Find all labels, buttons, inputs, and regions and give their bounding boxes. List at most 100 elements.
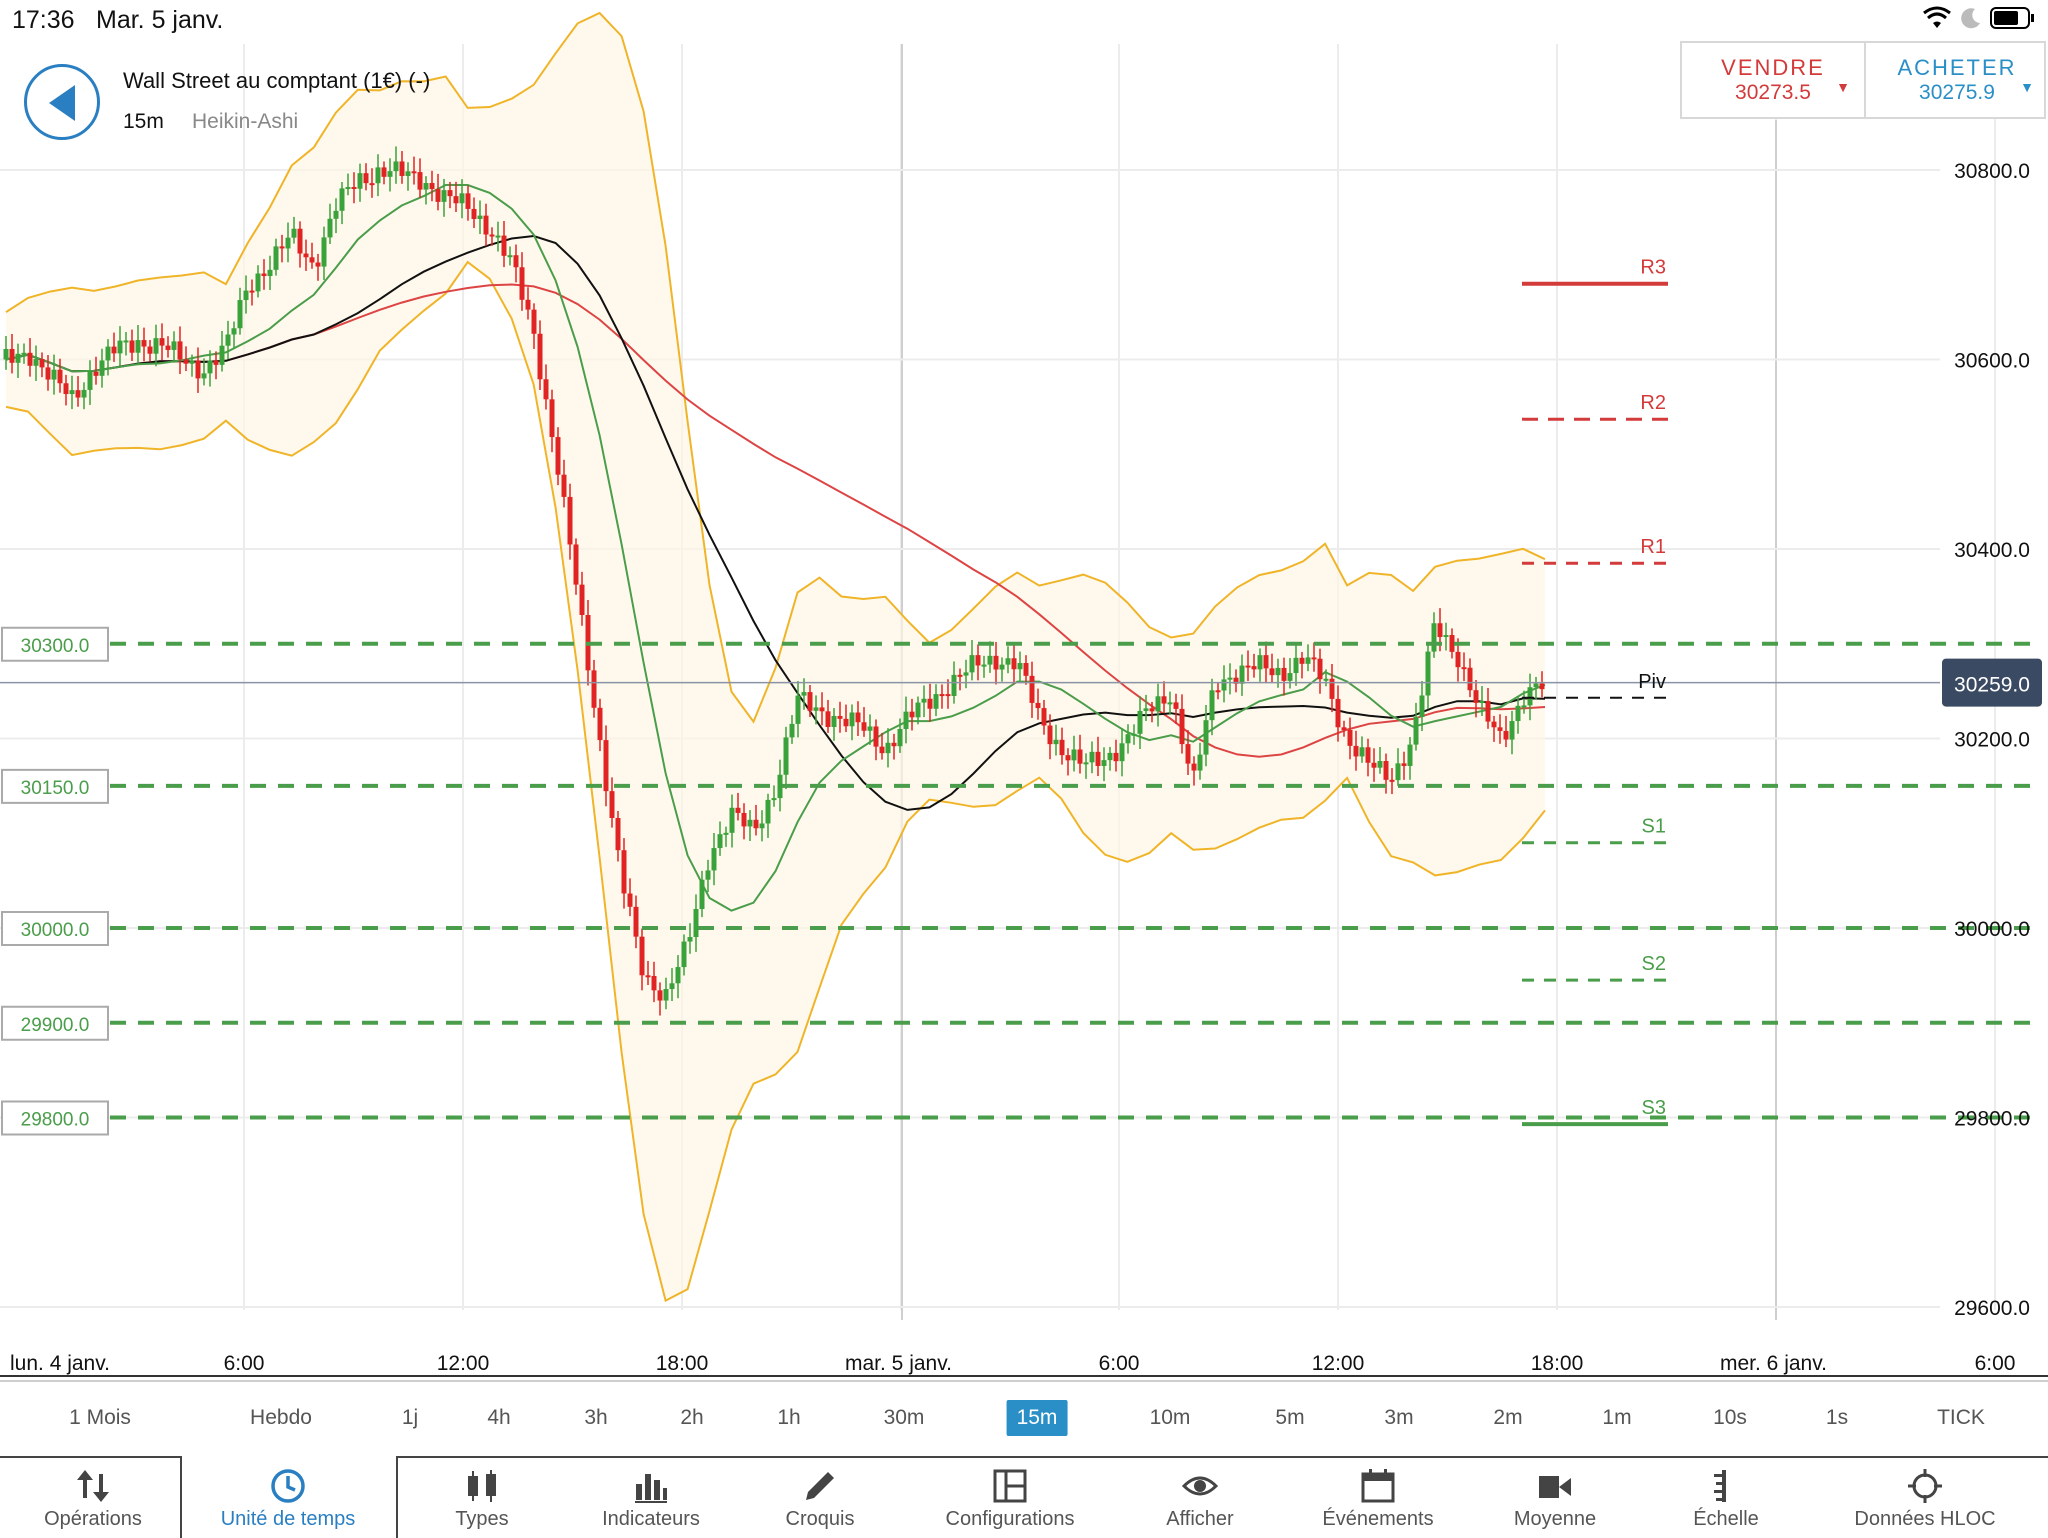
candle-body bbox=[141, 340, 147, 347]
instrument-title: Wall Street au comptant (1€) (-) bbox=[123, 68, 431, 93]
candle-body bbox=[1245, 665, 1251, 668]
candle-body bbox=[1131, 733, 1137, 736]
candle-body bbox=[513, 255, 519, 268]
candle-body bbox=[825, 711, 831, 728]
timeframe-1j[interactable]: 1j bbox=[401, 1406, 419, 1429]
candle-body bbox=[159, 338, 165, 346]
candle-body bbox=[219, 345, 225, 365]
candle-body bbox=[135, 340, 141, 353]
timeframe-2h[interactable]: 2h bbox=[680, 1406, 704, 1429]
level-tag-1 bbox=[1, 768, 109, 804]
candle-body bbox=[561, 474, 567, 497]
timeframe-1-mois[interactable]: 1 Mois bbox=[69, 1406, 131, 1429]
candle-body bbox=[471, 208, 477, 219]
timeframe-10m[interactable]: 10m bbox=[1149, 1406, 1191, 1429]
pivot-label-s1: S1 bbox=[1642, 816, 1666, 838]
candle-body bbox=[1377, 761, 1383, 768]
sell-dropdown-icon[interactable]: ▼ bbox=[1836, 79, 1850, 95]
candle-body bbox=[27, 352, 33, 366]
candle-body bbox=[1119, 743, 1125, 762]
bollinger-lower bbox=[5, 260, 1546, 1303]
candle-body bbox=[345, 187, 351, 190]
candle-body bbox=[1005, 658, 1011, 665]
toolbar-camera-button[interactable]: Moyenne bbox=[1470, 1458, 1640, 1538]
candle-body bbox=[507, 255, 513, 258]
candle-body bbox=[321, 237, 327, 267]
level-tag-label-1: 30150.0 bbox=[21, 778, 90, 799]
candle-body bbox=[795, 695, 801, 724]
toolbar-bars-button[interactable]: Indicateurs bbox=[566, 1458, 736, 1538]
candle-body bbox=[873, 726, 879, 747]
candle-body bbox=[1221, 679, 1227, 691]
candle-body bbox=[1431, 623, 1437, 652]
back-button[interactable] bbox=[24, 64, 100, 140]
candle-body bbox=[789, 723, 795, 738]
buy-button[interactable]: ACHETER 30275.9 ▼ bbox=[1866, 43, 2048, 117]
candle-body bbox=[837, 716, 843, 719]
buy-dropdown-icon[interactable]: ▼ bbox=[2020, 79, 2034, 95]
candle-body bbox=[573, 544, 579, 585]
candle-body bbox=[1269, 668, 1275, 676]
camera-icon bbox=[1539, 1476, 1571, 1498]
toolbar-pencil-button[interactable]: Croquis bbox=[735, 1458, 905, 1538]
sell-button[interactable]: VENDRE 30273.5 ▼ bbox=[1682, 43, 1866, 117]
candle-body bbox=[177, 341, 183, 360]
timeframe-1s[interactable]: 1s bbox=[1825, 1406, 1849, 1429]
candle-body bbox=[1311, 657, 1317, 660]
candle-body bbox=[1425, 651, 1431, 696]
toolbar-calendar-button[interactable]: Événements bbox=[1293, 1458, 1463, 1538]
timeframe-1h[interactable]: 1h bbox=[777, 1406, 801, 1429]
price-axis-label: 30400.0 bbox=[1954, 539, 2030, 562]
timeframe-10s[interactable]: 10s bbox=[1713, 1406, 1747, 1429]
candle-body bbox=[1347, 730, 1353, 746]
candle-body bbox=[1233, 677, 1239, 684]
candle-body bbox=[1161, 696, 1167, 704]
candle-body bbox=[627, 893, 633, 907]
toolbar-layout-button[interactable]: Configurations bbox=[925, 1458, 1095, 1538]
status-bar: 17:36 Mar. 5 janv. bbox=[0, 0, 2048, 40]
toolbar-arrows-button[interactable]: Opérations bbox=[8, 1458, 178, 1538]
timeframe-5m[interactable]: 5m bbox=[1275, 1406, 1305, 1429]
toolbar-scale-button[interactable]: Échelle bbox=[1641, 1458, 1811, 1538]
candle-body bbox=[393, 161, 399, 172]
candle-body bbox=[87, 371, 93, 390]
candle-body bbox=[1395, 763, 1401, 781]
candle-body bbox=[1101, 760, 1107, 766]
candle-body bbox=[771, 798, 777, 801]
candle-body bbox=[267, 269, 273, 277]
price-axis-label: 30600.0 bbox=[1954, 350, 2030, 373]
candle-body bbox=[531, 309, 537, 334]
toolbar-label: Échelle bbox=[1693, 1508, 1759, 1530]
timeframe-15m[interactable]: 15m bbox=[1006, 1400, 1068, 1436]
candle-body bbox=[867, 726, 873, 731]
timeframe-3m[interactable]: 3m bbox=[1384, 1406, 1414, 1429]
timeframe-2m[interactable]: 2m bbox=[1493, 1406, 1523, 1429]
candle-body bbox=[897, 728, 903, 747]
toolbar-clock-button[interactable]: Unité de temps bbox=[180, 1458, 396, 1538]
candle-body bbox=[1017, 663, 1023, 670]
toolbar-crosshair-button[interactable]: Données HLOC bbox=[1840, 1458, 2010, 1538]
timeframe-30m[interactable]: 30m bbox=[883, 1406, 925, 1429]
price-chart[interactable]: 30300.0 30150.0 30000.0 29900.0 29800.0 30259… bbox=[0, 0, 2048, 1380]
candle-body bbox=[375, 167, 381, 184]
candle-body bbox=[429, 183, 435, 190]
candle-body bbox=[39, 359, 45, 368]
toolbar-eye-button[interactable]: Afficher bbox=[1115, 1458, 1285, 1538]
timeframe-4h[interactable]: 4h bbox=[487, 1406, 511, 1429]
candle-body bbox=[441, 190, 447, 202]
candle-body bbox=[1293, 657, 1299, 674]
timeframe-1m[interactable]: 1m bbox=[1602, 1406, 1632, 1429]
candle-body bbox=[1275, 667, 1281, 676]
candle-body bbox=[909, 711, 915, 718]
candle-body bbox=[951, 674, 957, 696]
toolbar-candles-button[interactable]: Types bbox=[397, 1458, 567, 1538]
price-axis-label: 29800.0 bbox=[1954, 1108, 2030, 1131]
candle-body bbox=[957, 674, 963, 677]
timeframe-hebdo[interactable]: Hebdo bbox=[250, 1406, 312, 1429]
candle-body bbox=[1479, 701, 1485, 704]
timeframe-3h[interactable]: 3h bbox=[584, 1406, 608, 1429]
candle-body bbox=[261, 273, 267, 277]
timeframe-tick[interactable]: TICK bbox=[1937, 1406, 1985, 1429]
candle-body bbox=[1353, 745, 1359, 757]
candle-body bbox=[411, 171, 417, 174]
